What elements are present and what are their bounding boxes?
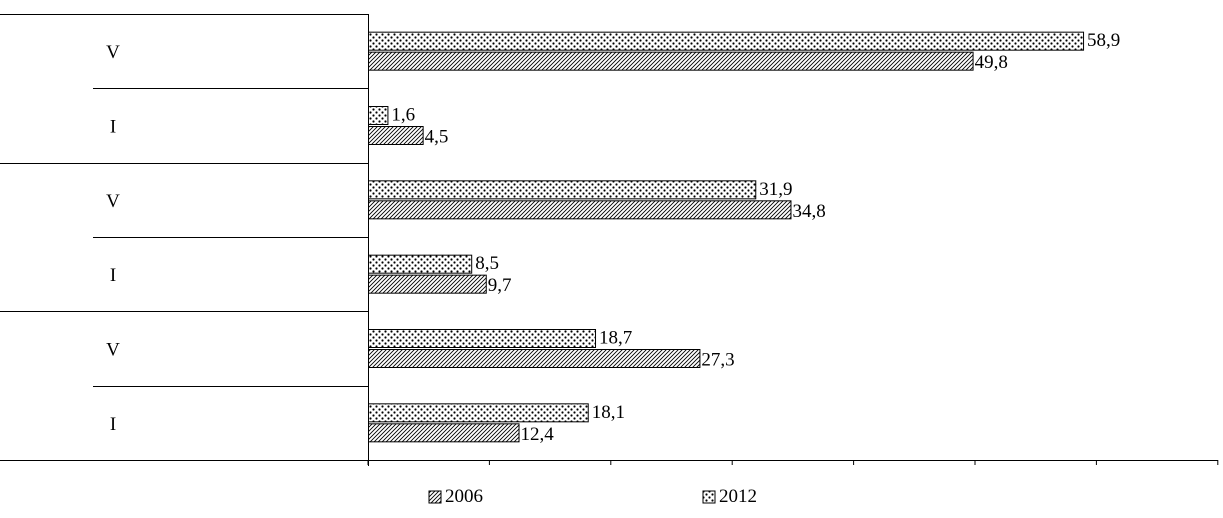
data-label-2006: 12,4 [521,424,555,445]
category-label: I [110,117,116,138]
bar-2012 [368,329,597,348]
legend-item-2006: 2006 [428,486,483,508]
category-label: V [106,191,120,212]
bar-2006 [368,423,520,443]
bar-2012 [368,180,757,200]
bar-2012 [368,403,589,423]
bar-2006 [368,200,792,220]
data-label-2012: 1,6 [391,105,415,126]
data-label-2006: 49,8 [975,52,1008,73]
data-label-2006: 27,3 [701,350,734,371]
bar-2006 [368,126,424,145]
legend-label-2012: 2012 [719,486,757,507]
data-label-2012: 58,9 [1087,30,1120,51]
data-label-2006: 9,7 [488,275,512,296]
data-label-2012: 31,9 [759,179,792,200]
labels-group: V 58,9 49,8 I 1,6 4,5 V 31,934,8 I 8,59,7 V 18,7 27,… [106,30,1120,445]
bars-group [368,31,1085,443]
bar-2012 [368,254,473,274]
category-label: I [110,265,116,286]
category-label: V [106,340,120,361]
bar-2006 [368,274,487,294]
data-label-2006: 34,8 [792,201,825,222]
bar-2006 [368,51,974,71]
bar-2012 [368,106,389,125]
data-label-2012: 18,1 [592,402,625,423]
legend-label-2006: 2006 [445,486,483,507]
data-label-2012: 8,5 [475,253,499,274]
category-label: I [110,414,116,435]
category-label: V [106,42,120,63]
legend-swatch-2006 [428,490,442,504]
data-label-2006: 4,5 [425,127,449,148]
legend-swatch-2012 [702,490,716,504]
chart-structure [0,14,1219,466]
data-label-2012: 18,7 [599,328,632,349]
bar-2006 [368,349,701,368]
bar-2012 [368,31,1085,51]
legend-item-2012: 2012 [702,486,757,508]
